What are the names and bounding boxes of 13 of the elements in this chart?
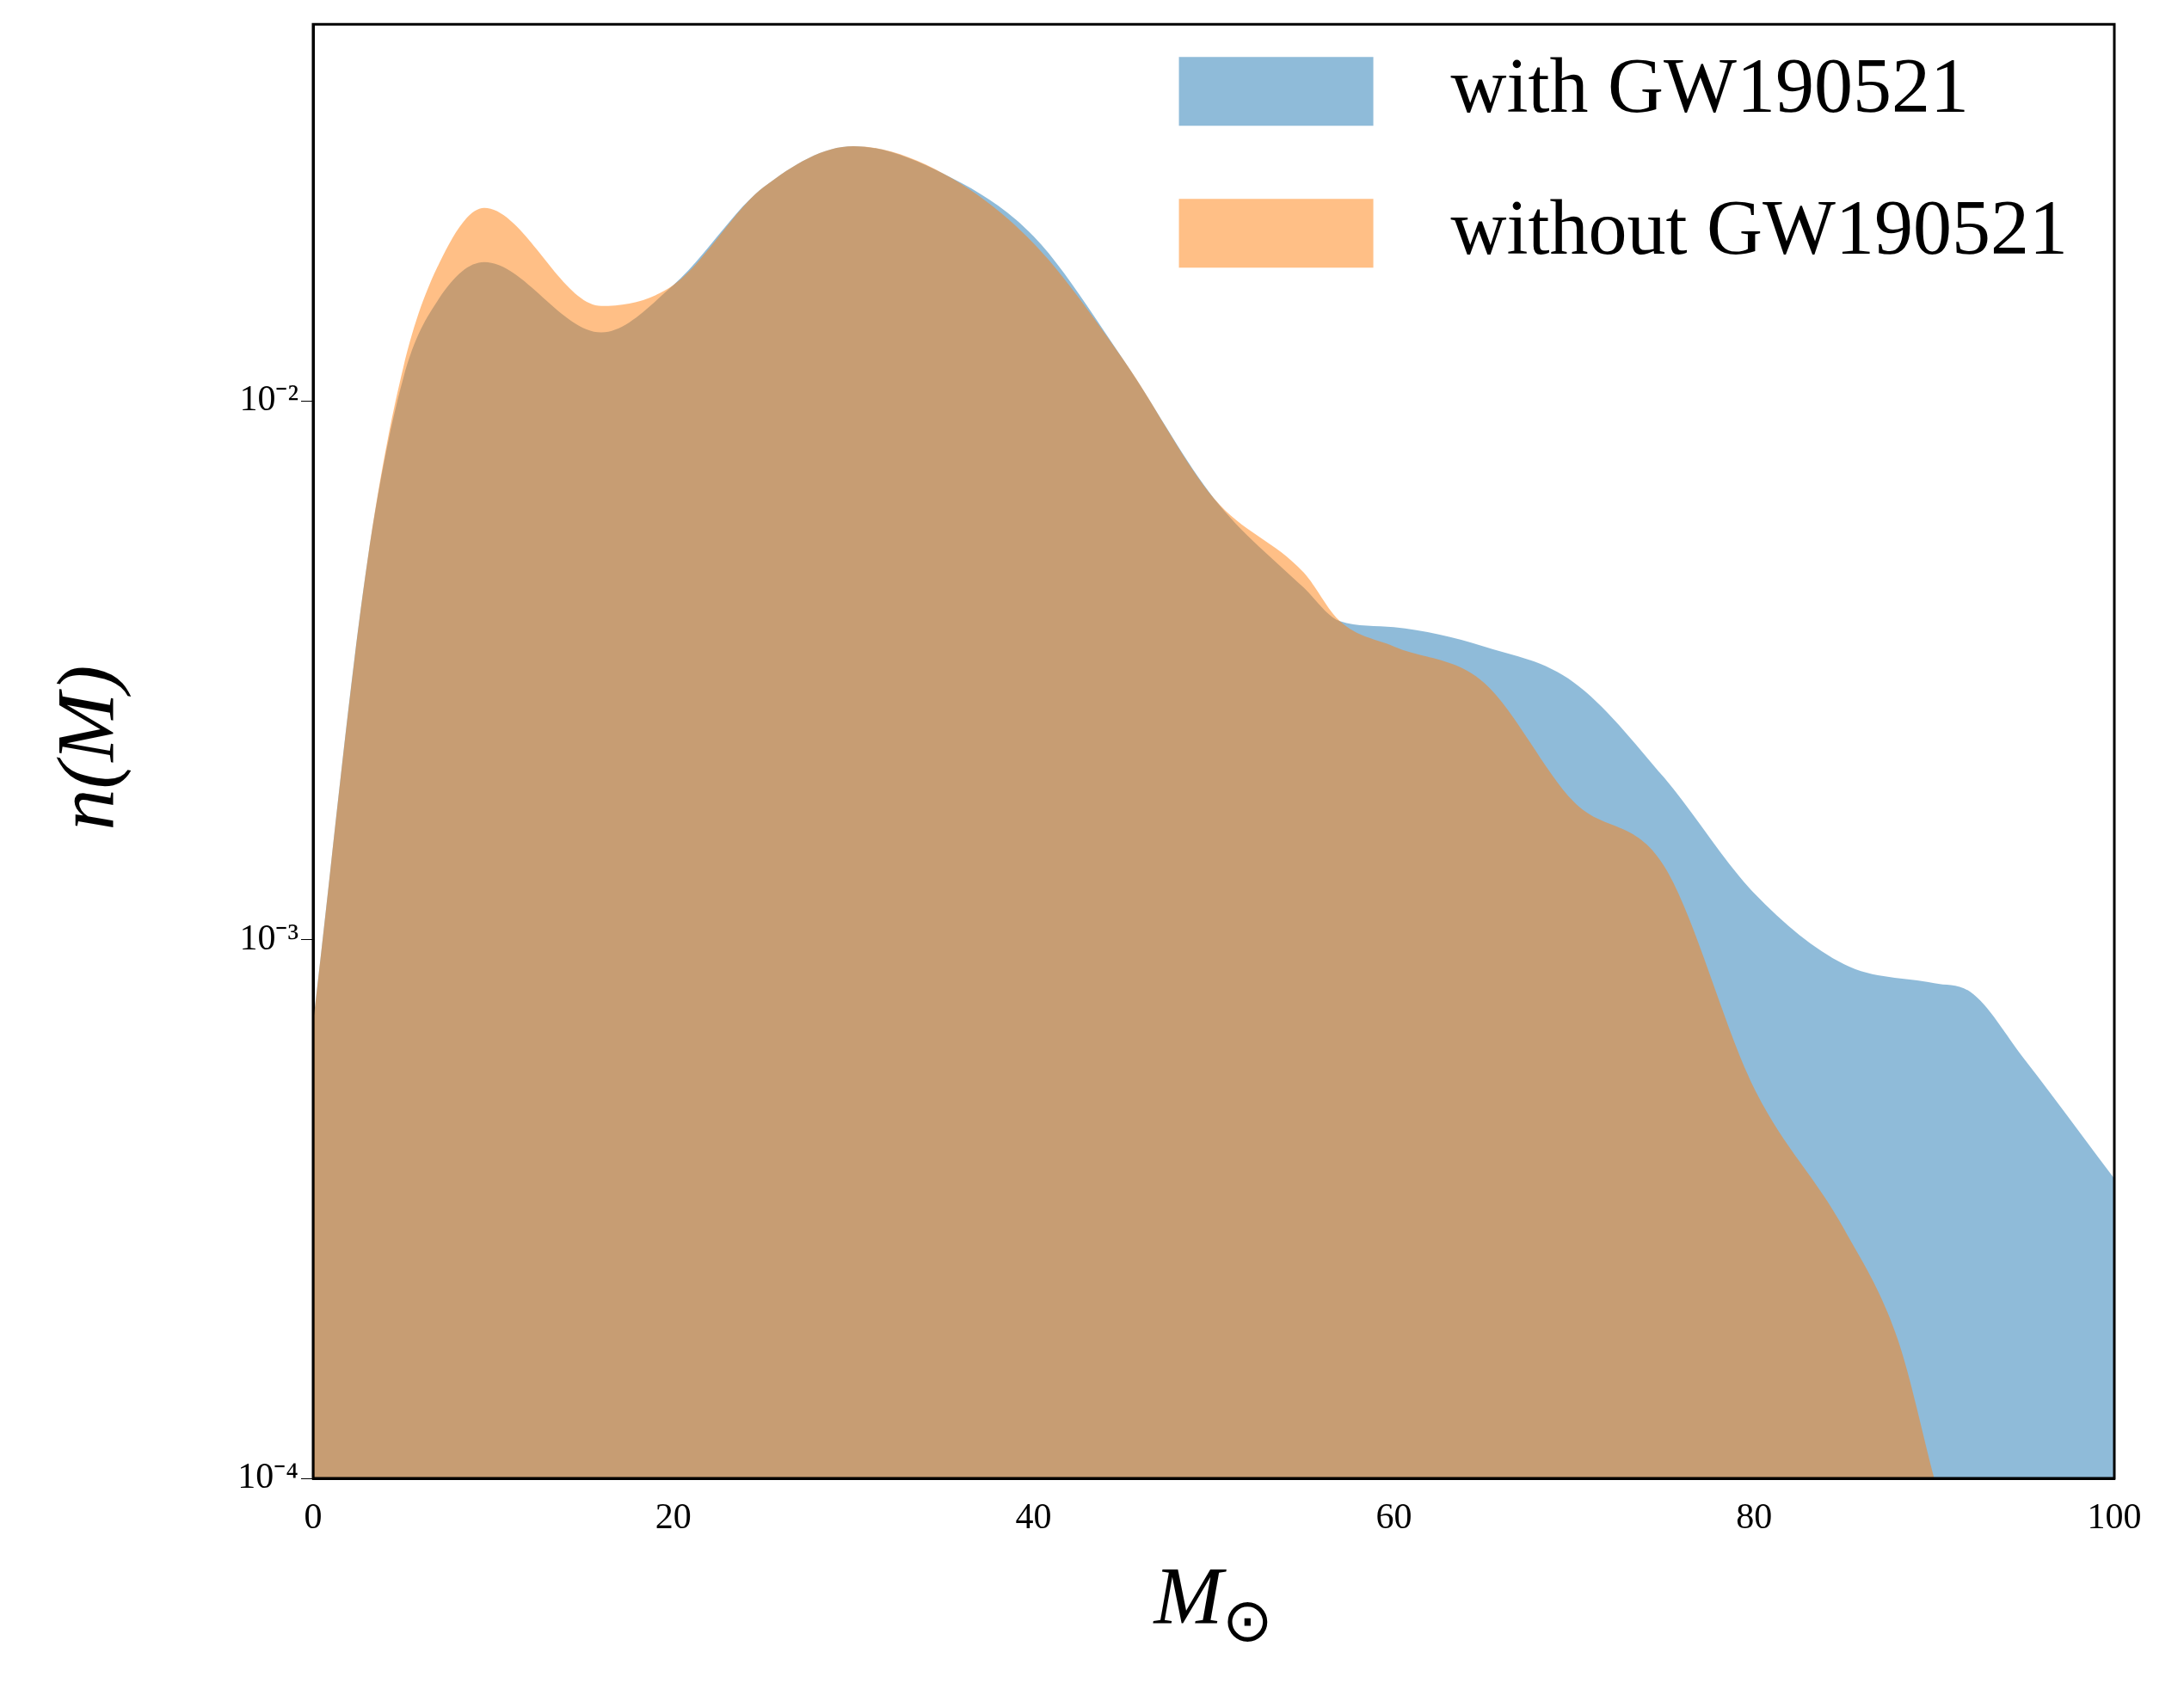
legend-label: without GW190521 [1450, 184, 2068, 270]
y-tick-label: 10⁻² [239, 378, 298, 419]
x-tick-label: 40 [1015, 1496, 1052, 1537]
x-tick-label: 80 [1736, 1496, 1773, 1537]
x-tick-label: 20 [655, 1496, 692, 1537]
legend-label: with GW190521 [1450, 42, 1969, 128]
x-tick-label: 0 [304, 1496, 323, 1537]
y-tick-label: 10⁻⁴ [237, 1456, 298, 1496]
x-axis-title: M$_{⊙}$ [1154, 1549, 1274, 1656]
x-tick-label: 60 [1375, 1496, 1412, 1537]
y-axis-title: n(M) [39, 665, 133, 831]
y-tick-label: 10⁻³ [239, 917, 298, 957]
x-tick-label: 100 [2087, 1496, 2142, 1537]
